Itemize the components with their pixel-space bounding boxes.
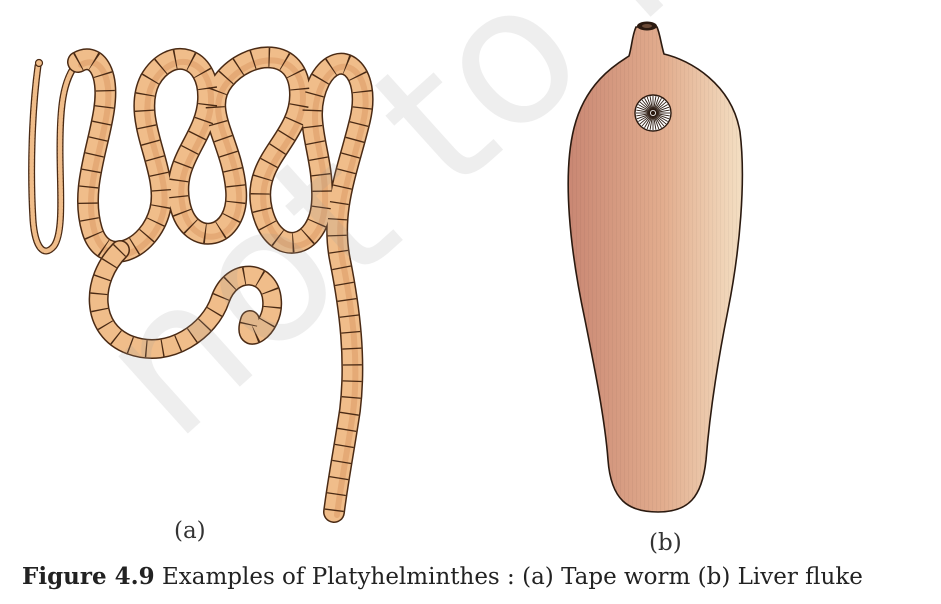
sucker-ray — [641, 99, 652, 111]
sucker-ray — [653, 96, 657, 111]
figure-caption: Figure 4.9 Examples of Platyhelminthes :… — [22, 563, 863, 590]
sucker-ray — [641, 115, 652, 127]
sucker-ray — [654, 98, 662, 111]
sucker-ray — [654, 115, 665, 127]
sucker-ray — [646, 96, 653, 111]
sucker-ray — [644, 98, 652, 111]
sucker-ray — [649, 96, 653, 111]
sucker-ray — [655, 113, 670, 117]
sucker-ray — [654, 99, 665, 111]
sucker-ray — [636, 113, 651, 120]
tapeworm-body — [67, 46, 374, 523]
sucker-ray — [655, 114, 668, 122]
panel-label-a: (a) — [174, 518, 206, 544]
sucker-ray — [653, 115, 657, 130]
sucker-ray — [653, 115, 660, 130]
tapeworm-scolex — [34, 58, 44, 68]
sucker-ray — [655, 114, 667, 125]
liver-fluke-drawing — [567, 21, 744, 513]
sucker-ray — [646, 115, 653, 130]
figure-caption-text: Examples of Platyhelminthes : (a) Tape w… — [154, 564, 863, 590]
tapeworm-drawing — [28, 46, 374, 523]
sucker-ray — [655, 104, 668, 112]
sucker-ray — [638, 104, 651, 112]
sucker-ray — [655, 113, 670, 120]
sucker-ray — [644, 115, 652, 128]
sucker-ray — [639, 114, 651, 125]
sucker-ray — [655, 101, 667, 112]
panel-label-b: (b) — [649, 530, 682, 556]
tapeworm-neck — [28, 58, 82, 255]
ventral-sucker — [634, 94, 672, 132]
sucker-ray — [655, 109, 670, 113]
sucker-ray — [636, 113, 651, 117]
sucker-ray — [638, 114, 651, 122]
sucker-ray — [649, 115, 653, 130]
sucker-ray — [636, 109, 651, 113]
sucker-ray — [653, 96, 660, 111]
figure-number: Figure 4.9 — [22, 563, 155, 590]
sucker-ray — [636, 106, 651, 113]
sucker-ray — [654, 115, 662, 128]
sucker-ray — [655, 106, 670, 113]
sucker-ray — [639, 101, 651, 112]
